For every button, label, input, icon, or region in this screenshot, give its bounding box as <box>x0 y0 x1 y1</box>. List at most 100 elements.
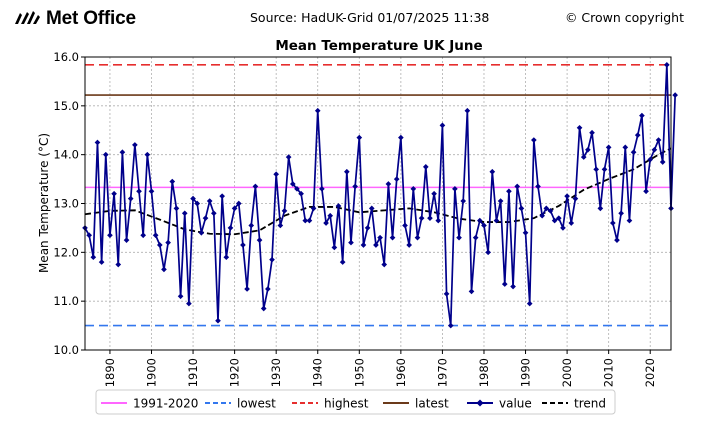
x-tick-label: 1970 <box>435 358 449 387</box>
value-point <box>626 217 633 224</box>
x-tick-label: 1890 <box>103 358 117 387</box>
value-point <box>344 168 350 175</box>
value-point <box>672 92 678 98</box>
value-point <box>206 198 213 204</box>
y-tick-label: 11.0 <box>53 294 79 308</box>
value-point <box>572 195 579 202</box>
chart: Mean Temperature UK June Mean Temperatur… <box>37 38 678 415</box>
value-point <box>398 134 404 141</box>
x-tick-label: 1980 <box>477 358 491 387</box>
value-point <box>227 225 234 231</box>
met-office-logo: Met Office <box>14 8 136 30</box>
value-point <box>310 205 317 212</box>
value-point <box>560 225 566 231</box>
value-point <box>98 259 105 265</box>
value-point <box>273 171 280 178</box>
value-point <box>456 234 462 241</box>
value-point <box>585 146 591 153</box>
value-point <box>643 188 649 195</box>
value-point <box>522 229 529 236</box>
value-point <box>181 210 188 217</box>
value-point <box>323 220 329 226</box>
value-point <box>211 210 217 217</box>
value-point <box>510 283 516 290</box>
value-point <box>244 286 250 292</box>
value-point <box>410 186 417 192</box>
legend-label-1991-2020: 1991-2020 <box>133 397 198 411</box>
value-point <box>173 205 180 212</box>
value-point <box>447 322 454 329</box>
value-point <box>539 212 545 219</box>
value-point <box>148 188 155 195</box>
y-tick-label: 16.0 <box>53 50 79 64</box>
value-point <box>289 181 296 187</box>
value-point <box>277 222 284 229</box>
value-point <box>439 122 446 129</box>
value-point <box>152 232 159 239</box>
legend-box <box>95 389 616 415</box>
value-point <box>647 156 654 163</box>
value-point <box>493 217 500 224</box>
y-tick-label: 14.0 <box>53 148 79 162</box>
value-point <box>531 137 537 143</box>
legend-label-highest: highest <box>324 397 369 411</box>
value-point <box>115 261 122 268</box>
value-point <box>314 107 321 114</box>
x-tick-label: 2000 <box>560 358 574 387</box>
value-point <box>339 259 346 265</box>
value-point <box>402 222 408 229</box>
x-tick-label: 1940 <box>311 358 325 387</box>
value-point <box>119 149 126 156</box>
value-point <box>140 232 147 239</box>
value-point <box>485 249 491 256</box>
value-point <box>248 222 255 229</box>
value-point <box>468 288 475 295</box>
x-tick-label: 1920 <box>228 358 242 387</box>
x-tick-label: 1900 <box>144 358 158 387</box>
value-point <box>156 242 163 248</box>
value-point <box>298 190 304 197</box>
y-axis-label: Mean Temperature (°C) <box>37 133 51 273</box>
value-point <box>418 215 425 221</box>
x-tick-label: 1960 <box>394 358 408 387</box>
value-point <box>252 183 259 190</box>
logo-text: Met Office <box>46 8 136 29</box>
x-tick-label: 1930 <box>269 358 283 387</box>
value-point <box>555 215 562 221</box>
value-point <box>86 232 92 239</box>
value-point <box>136 188 142 195</box>
value-point <box>364 225 371 231</box>
value-series-line <box>84 63 677 327</box>
value-point <box>231 205 238 212</box>
x-tick-label: 2010 <box>602 358 616 387</box>
value-point <box>186 300 192 307</box>
copyright-text: © Crown copyright <box>564 10 684 25</box>
value-point <box>190 195 196 202</box>
value-point <box>564 193 570 200</box>
value-point <box>601 166 608 173</box>
value-point <box>443 291 450 297</box>
value-point <box>655 137 662 143</box>
value-point <box>331 244 338 251</box>
value-point <box>260 305 267 312</box>
value-point <box>634 132 641 138</box>
value-point <box>335 203 342 209</box>
value-point <box>302 217 309 224</box>
value-point <box>618 210 624 217</box>
value-point <box>393 176 400 182</box>
value-point <box>464 107 471 114</box>
value-point <box>472 234 479 241</box>
legend-label-trend: trend <box>574 397 606 411</box>
value-point <box>256 237 263 243</box>
value-point <box>269 256 275 263</box>
value-point <box>576 124 583 131</box>
value-point <box>614 237 620 243</box>
value-point <box>169 178 176 185</box>
value-point <box>373 242 379 248</box>
value-point <box>664 61 670 68</box>
met-office-crown-icon <box>15 11 40 24</box>
value-point <box>518 205 525 212</box>
value-point <box>127 195 134 202</box>
y-tick-label: 12.0 <box>53 245 79 259</box>
value-point <box>385 181 392 187</box>
